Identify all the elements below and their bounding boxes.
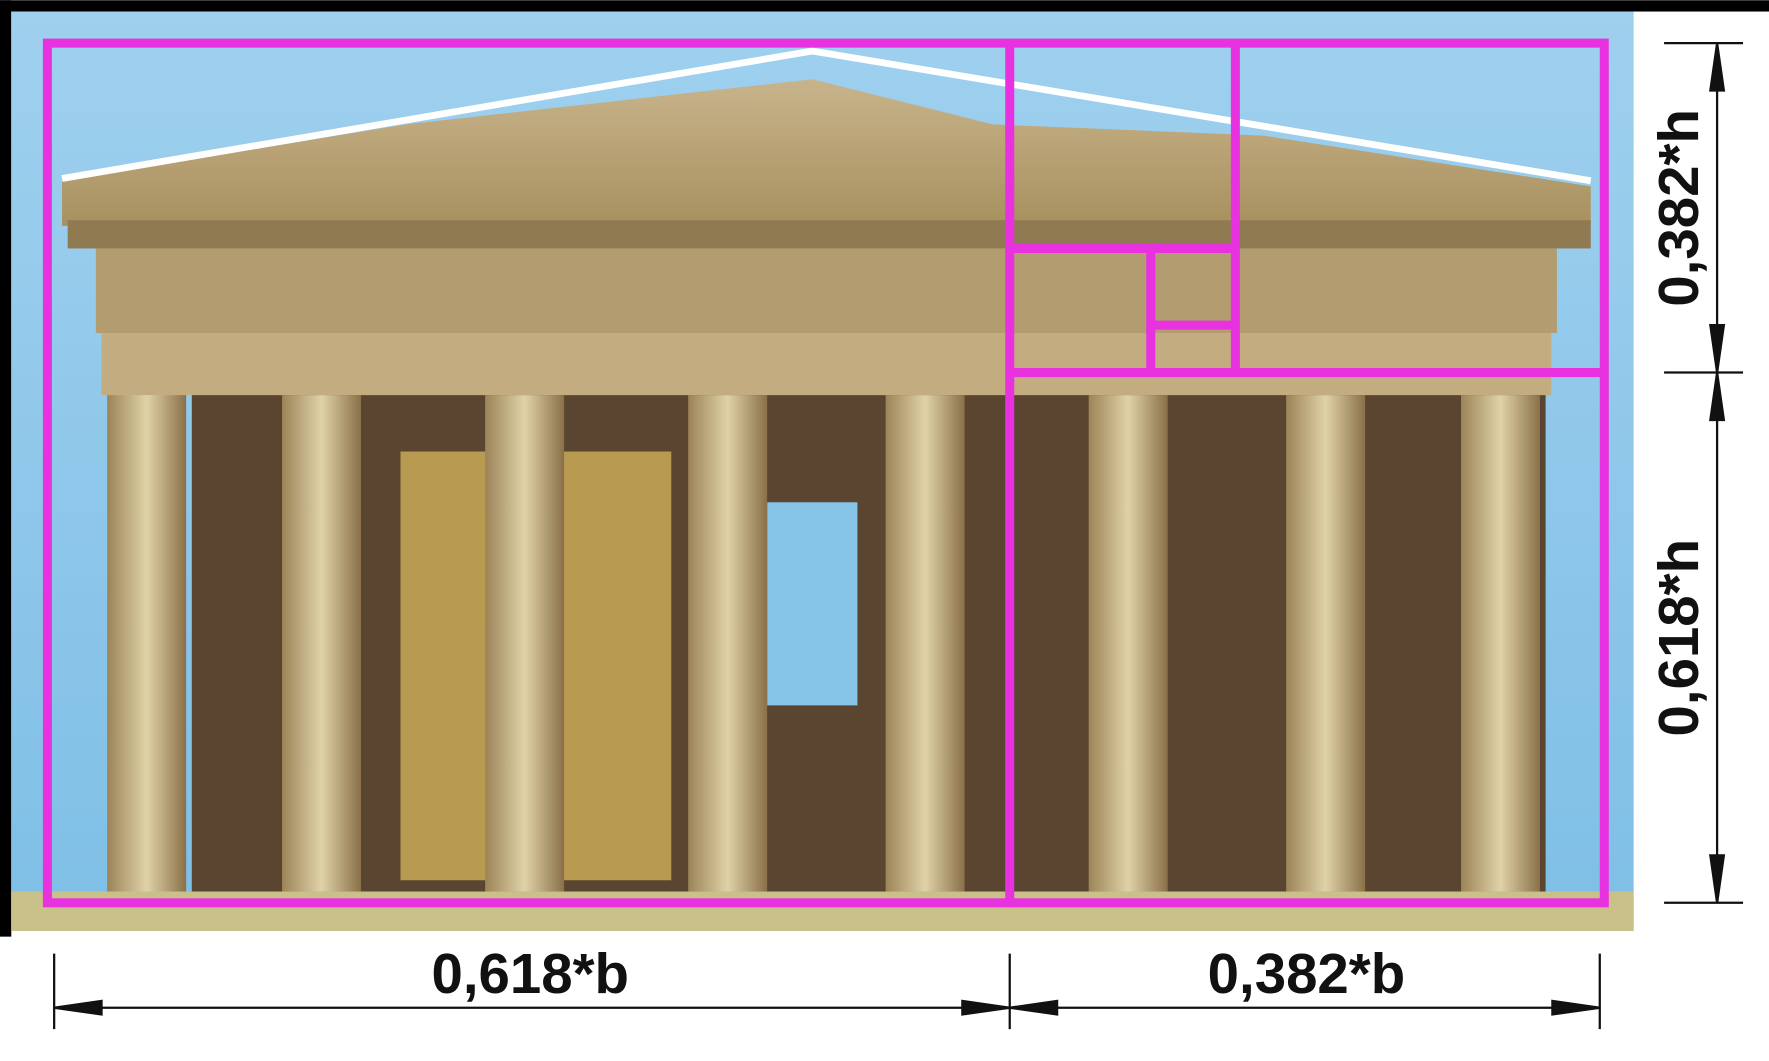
column — [282, 395, 361, 891]
width-label: 0,382*b — [1208, 942, 1406, 1005]
column — [688, 395, 767, 891]
golden-ratio-figure: 0,618*b 0,382*b 0,382*h 0,618*h — [0, 0, 1769, 1061]
cornice — [68, 220, 1591, 248]
column — [1461, 395, 1540, 891]
arrowhead — [1710, 855, 1724, 902]
frame-top — [0, 0, 1769, 11]
arrowhead — [1710, 43, 1724, 90]
column — [1286, 395, 1365, 891]
arrowhead — [1010, 1001, 1057, 1015]
width-label: 0,618*b — [431, 942, 629, 1005]
column — [107, 395, 186, 891]
height-label: 0,382*h — [1647, 109, 1710, 307]
architrave — [102, 333, 1552, 395]
height-label: 0,618*h — [1647, 539, 1710, 737]
arrowhead — [1710, 373, 1724, 420]
arrowhead — [962, 1001, 1009, 1015]
arrowhead — [54, 1001, 101, 1015]
gap — [767, 502, 857, 705]
column — [485, 395, 564, 891]
arrowhead — [1710, 325, 1724, 372]
ground — [11, 892, 1633, 931]
column — [886, 395, 965, 891]
frame-left — [0, 0, 11, 936]
page: 0,618*b 0,382*b 0,382*h 0,618*h (() => {… — [0, 0, 1769, 1061]
arrowhead — [1552, 1001, 1599, 1015]
column — [1089, 395, 1168, 891]
photo — [11, 12, 1633, 931]
frieze — [96, 248, 1557, 333]
